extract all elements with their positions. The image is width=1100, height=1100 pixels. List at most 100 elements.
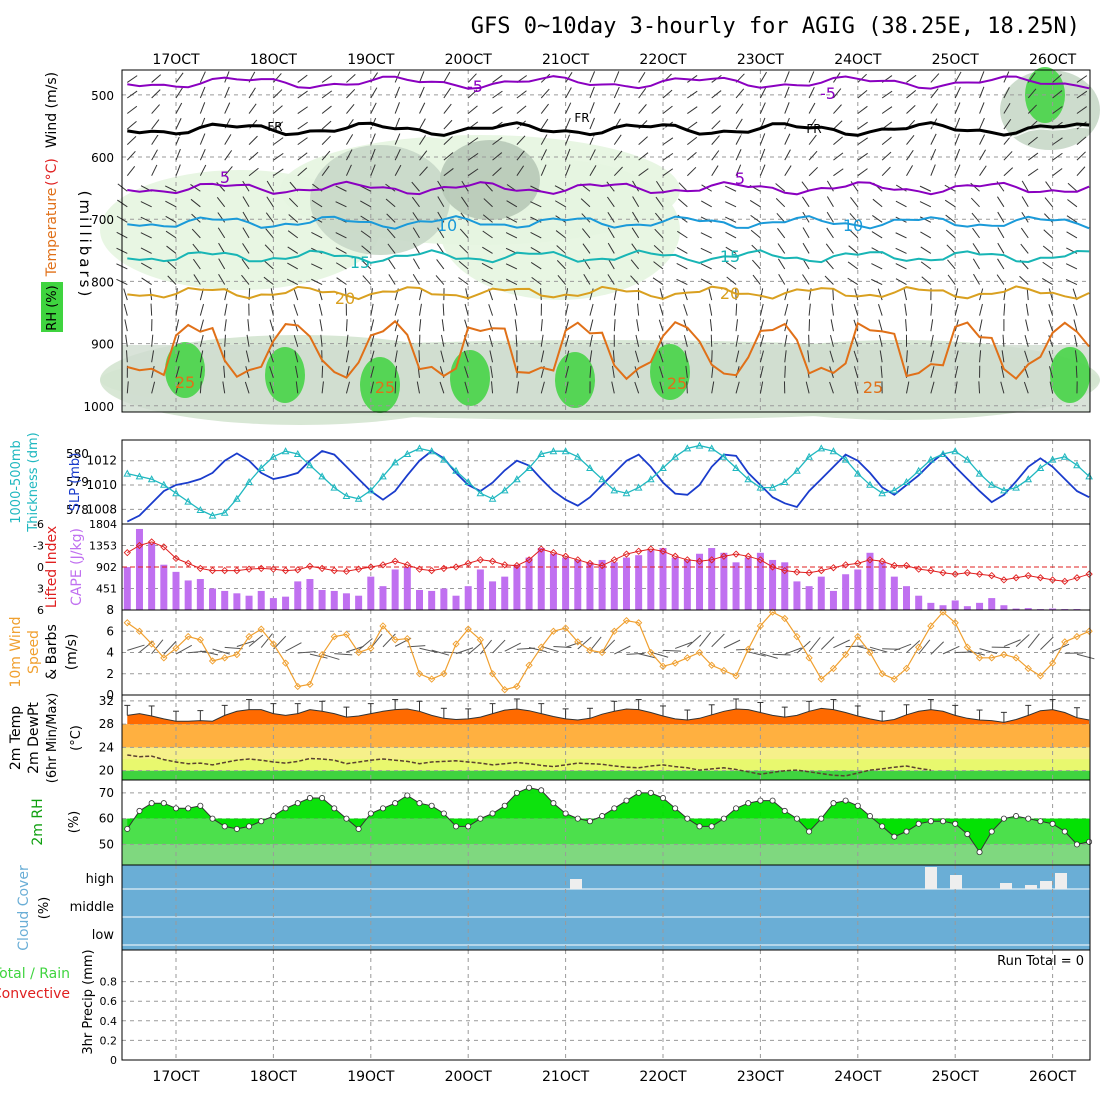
rh2m-point	[574, 815, 581, 822]
wind-barb	[906, 165, 914, 176]
wind-barb	[439, 381, 445, 394]
rh2m-point	[465, 823, 472, 830]
wind-barb	[394, 117, 401, 130]
wind-barb	[854, 381, 859, 394]
rh2m-point	[635, 789, 642, 796]
wind-barb	[126, 120, 137, 130]
thickness-ytick-label: 579	[66, 475, 89, 489]
li-point	[464, 559, 472, 568]
wind-barb	[273, 73, 282, 83]
wind10-speed-point	[294, 682, 302, 691]
thickness-point	[184, 497, 193, 505]
wind-barb	[825, 243, 834, 254]
wind-barb	[370, 133, 376, 145]
wind-barb	[467, 168, 479, 177]
wind-barb	[613, 71, 620, 83]
rh2m-point	[733, 805, 740, 812]
wind-barb	[1003, 87, 1010, 99]
wind-barb	[293, 335, 299, 347]
temp-band-yellow	[122, 747, 1090, 760]
rh2m-point	[1025, 815, 1032, 822]
wind-barb	[687, 136, 698, 146]
rh-high-area	[165, 342, 205, 398]
wind-barb	[833, 136, 843, 146]
wind-barb	[708, 288, 713, 301]
wind10-barb	[334, 653, 353, 656]
cape-bar	[269, 598, 277, 610]
wind-barb	[440, 350, 445, 363]
li-point	[975, 570, 984, 578]
wind-barb	[583, 273, 591, 285]
wind-barb	[175, 102, 183, 114]
wind-barb	[1052, 137, 1063, 146]
cape-bar	[866, 552, 874, 610]
wind-barb	[1049, 381, 1054, 394]
wind-barb	[419, 102, 426, 114]
li-point	[805, 569, 813, 577]
wind-barb	[662, 89, 673, 99]
wind-barb	[151, 164, 158, 176]
wind-barb	[441, 319, 445, 332]
wind-barb	[589, 149, 596, 161]
top-tick-label: 20OCT	[445, 52, 493, 68]
wind-barb	[711, 150, 720, 161]
wind-barb	[217, 227, 226, 239]
wind-barb	[515, 334, 518, 347]
wind-barb	[321, 150, 331, 161]
rh2m-point	[745, 800, 752, 807]
wind-barb	[979, 102, 985, 114]
wind-barb	[442, 303, 445, 316]
wind-barb	[634, 350, 640, 363]
wind10-barb	[200, 650, 219, 656]
wind10-speed-point	[488, 670, 497, 678]
thickness-point	[452, 466, 460, 474]
wind-barb	[606, 196, 615, 208]
wind-barb	[954, 164, 961, 176]
wind-barb	[394, 350, 398, 363]
wind-barb	[224, 134, 232, 145]
wind-barb	[1021, 180, 1029, 192]
precip-label-a: Total / Rain	[0, 966, 70, 982]
thickness-point	[707, 444, 716, 452]
li-point	[306, 562, 314, 570]
wind-barb	[784, 334, 788, 347]
wind-barb	[419, 71, 425, 83]
thickness-point	[598, 475, 606, 483]
thickness-point	[208, 511, 217, 519]
rh2m-point	[526, 784, 533, 791]
wind-barb	[467, 73, 477, 83]
wind-barb	[826, 227, 834, 239]
wind-barb	[752, 274, 761, 285]
li-label: Lifted Index	[44, 526, 60, 608]
wind-barb	[1003, 303, 1006, 316]
cloud-high-bar	[1055, 873, 1067, 889]
li-point	[318, 564, 326, 573]
wind-barb	[1001, 350, 1005, 363]
wind-barb	[954, 148, 961, 161]
wind-barb	[853, 366, 859, 378]
wind-barb	[556, 245, 566, 254]
cloud-high-bar	[950, 875, 962, 889]
wind10-speed-point	[915, 643, 923, 651]
li-point	[196, 564, 204, 573]
wind-barb	[437, 211, 445, 223]
wind-barb	[850, 196, 859, 208]
wind-barb	[151, 104, 160, 114]
panel-upper: 500 600 700 800 900 1000 -5 -5 FR FR FR 5 5 10 10 15 15 2…	[41, 67, 1100, 425]
wind-barb	[1003, 118, 1012, 130]
wind-barb	[954, 381, 958, 394]
cape-bar	[1024, 608, 1032, 610]
top-tick-label: 25OCT	[932, 52, 980, 68]
wind10-speed-point	[525, 661, 533, 669]
wind-barb	[606, 181, 615, 192]
rh2m-point	[136, 807, 143, 814]
wind-barb	[514, 319, 518, 332]
wind10-speed-point	[695, 648, 704, 657]
wind-barb	[1076, 151, 1086, 161]
wind-barb	[266, 196, 274, 208]
precip-label-b: Convective	[0, 986, 70, 1002]
wind10-speed-point	[1061, 638, 1069, 646]
li-point	[768, 563, 777, 571]
rh2m-point	[197, 802, 204, 809]
wind10-speed-point	[172, 644, 180, 652]
